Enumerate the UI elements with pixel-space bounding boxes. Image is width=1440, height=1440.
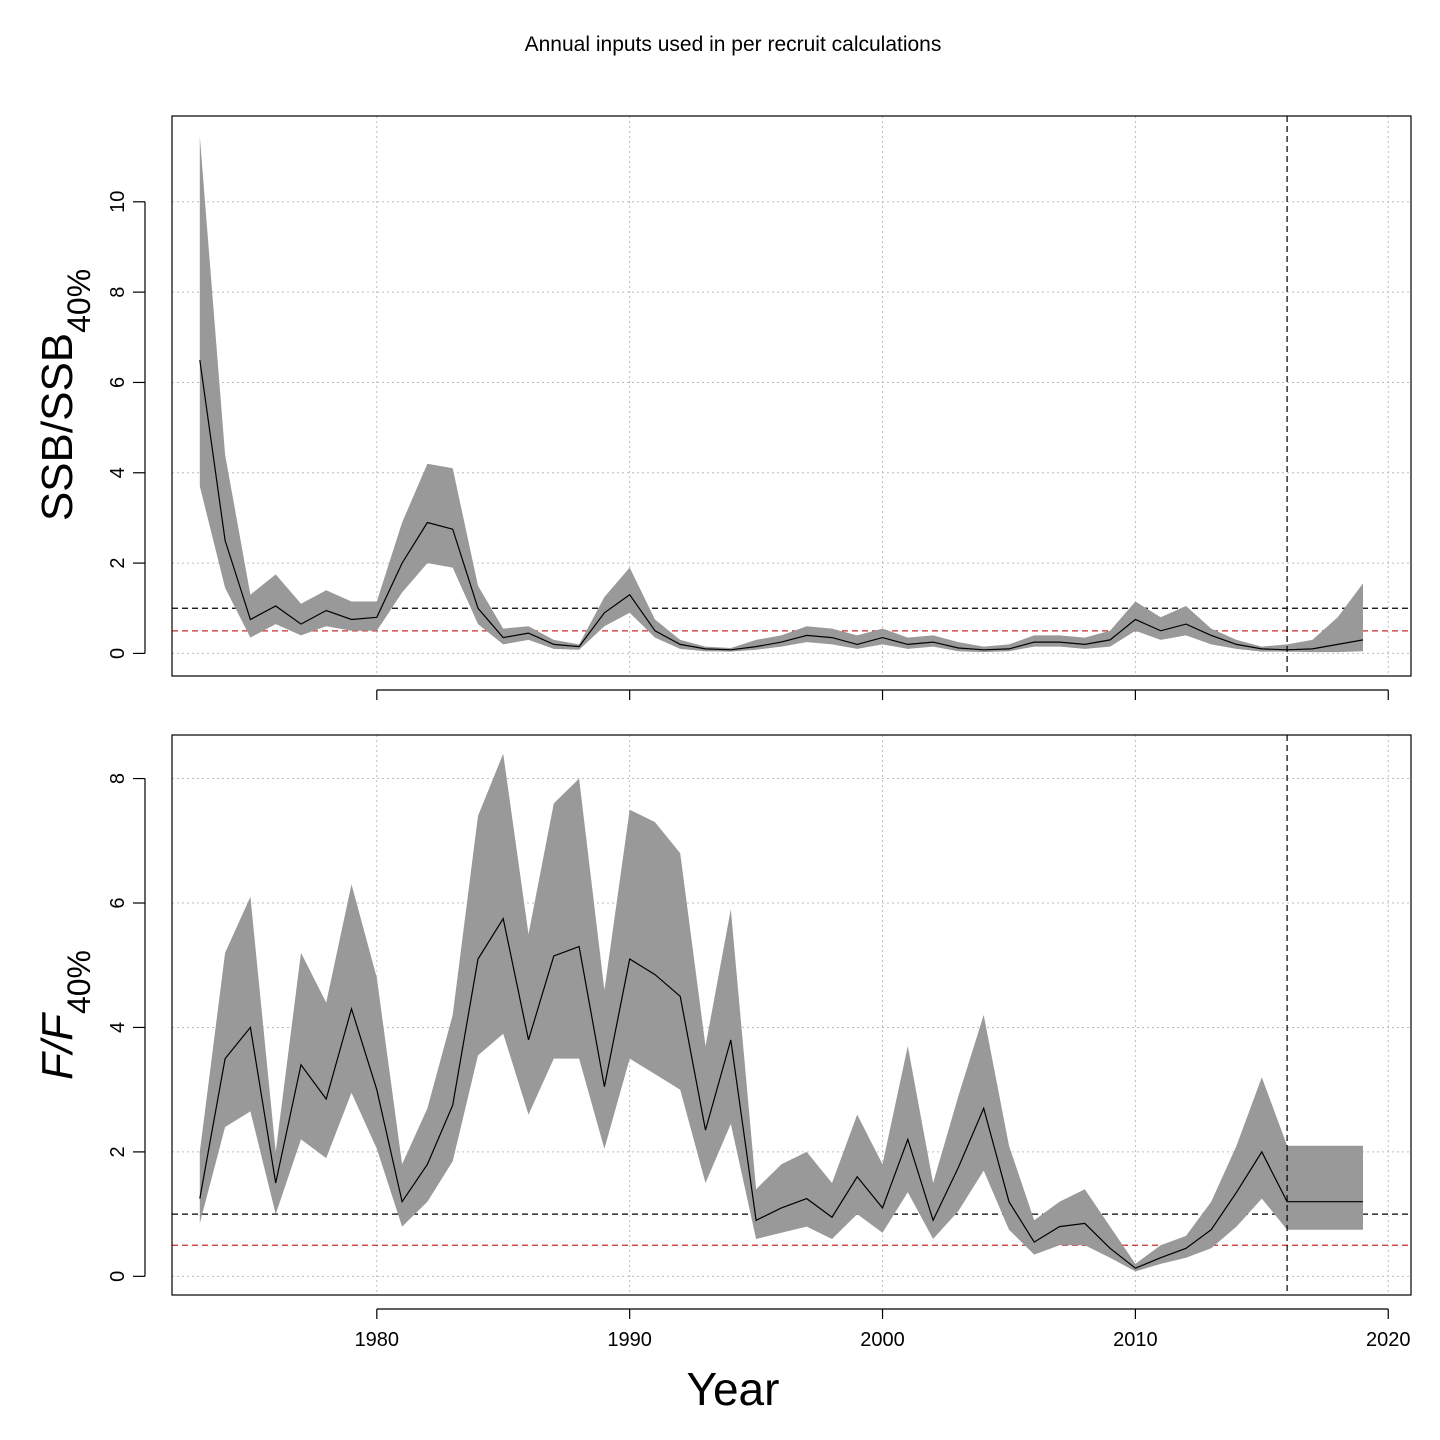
f-x-tick-label-1990: 1990 bbox=[607, 1329, 652, 1351]
f-y-axis-label-sub: 40% bbox=[61, 950, 97, 1014]
figure-title: Annual inputs used in per recruit calcul… bbox=[525, 33, 942, 56]
ssb-y-axis-label-sub: 40% bbox=[61, 269, 97, 333]
f-x-tick-label-1980: 1980 bbox=[355, 1329, 400, 1351]
f-x-tick-label-2010: 2010 bbox=[1113, 1329, 1158, 1351]
f-confidence-band bbox=[199, 753, 1363, 1272]
f-panel: 0 2 4 6 8 1980 1990 2000 2010 2020 F/F40% bbox=[33, 734, 1412, 1351]
f-x-tick-label-2020: 2020 bbox=[1366, 1329, 1411, 1351]
f-y-tick-label-0: 0 bbox=[107, 1271, 129, 1282]
f-y-axis-label: F/F40% bbox=[33, 950, 97, 1080]
f-x-tick-label-2000: 2000 bbox=[860, 1329, 905, 1351]
ssb-confidence-band bbox=[199, 136, 1363, 653]
ssb-y-tick-label-10: 10 bbox=[107, 191, 129, 213]
f-x-axis: 1980 1990 2000 2010 2020 bbox=[355, 1308, 1411, 1351]
ssb-y-tick-label-2: 2 bbox=[107, 558, 129, 569]
ssb-y-tick-label-6: 6 bbox=[107, 377, 129, 388]
ssb-gridlines bbox=[172, 116, 1411, 676]
ssb-y-tick-label-8: 8 bbox=[107, 287, 129, 298]
ssb-y-axis-label-main: SSB/SSB bbox=[33, 333, 82, 521]
f-median-line bbox=[199, 917, 1363, 1269]
ssb-y-axis-label: SSB/SSB40% bbox=[33, 269, 97, 521]
f-plot-frame bbox=[171, 734, 1412, 1296]
f-y-tick-label-4: 4 bbox=[107, 1022, 129, 1033]
ssb-median-line bbox=[199, 359, 1364, 651]
f-y-tick-label-8: 8 bbox=[107, 773, 129, 784]
ssb-y-tick-label-0: 0 bbox=[107, 648, 129, 659]
ssb-plot-frame bbox=[171, 115, 1412, 677]
f-y-tick-label-2: 2 bbox=[107, 1146, 129, 1157]
ssb-panel: 0 2 4 6 8 10 SSB/SSB40% bbox=[33, 115, 1412, 700]
ssb-y-axis: 0 2 4 6 8 10 bbox=[107, 191, 146, 659]
f-y-tick-label-6: 6 bbox=[107, 897, 129, 908]
ssb-y-tick-label-4: 4 bbox=[107, 467, 129, 478]
x-axis-label: Year bbox=[687, 1363, 780, 1415]
f-y-axis: 0 2 4 6 8 bbox=[107, 773, 146, 1282]
f-y-axis-label-main: F/F bbox=[33, 1012, 82, 1080]
ssb-x-axis-ticks bbox=[376, 689, 1389, 700]
